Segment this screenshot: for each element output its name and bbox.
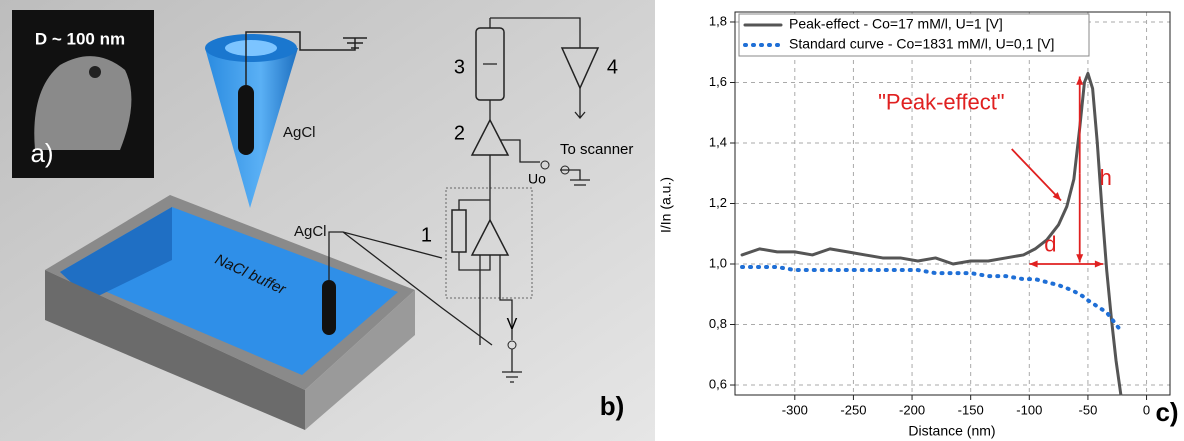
arrow-head: [1076, 76, 1084, 85]
ground: [502, 349, 522, 383]
inset-label: D ~ 100 nm: [35, 29, 125, 48]
label: V: [507, 316, 518, 333]
panel-label: c): [1155, 397, 1178, 427]
amp-4: [560, 47, 600, 90]
annotation: d: [1044, 232, 1056, 257]
terminal: [540, 160, 550, 170]
wire: [328, 231, 493, 346]
x-tick-label: -200: [899, 402, 925, 417]
y-axis-label: I/In (a.u.): [658, 177, 674, 233]
amp-2: [470, 118, 510, 156]
y-tick-label: 1,4: [709, 134, 727, 149]
tip-image: [34, 56, 132, 150]
label: 2: [454, 122, 465, 144]
label: 1: [421, 224, 432, 246]
wire: [489, 100, 590, 186]
bath-side: [305, 290, 415, 430]
pipette-bore: [225, 40, 277, 56]
x-tick-label: -300: [782, 402, 808, 417]
plot-frame: [734, 11, 1171, 396]
label: AgCl: [283, 124, 316, 141]
x-tick-label: -150: [958, 402, 984, 417]
legend-label: Standard curve - Co=1831 mM/l, U=0,1 [V]: [789, 36, 1054, 52]
arrow-head: [1094, 260, 1104, 268]
panel-label: b): [600, 391, 625, 421]
y-tick-label: 0,8: [709, 316, 727, 331]
annotation: h: [1100, 165, 1112, 190]
series-line: [740, 265, 1123, 333]
label: Uo: [528, 171, 546, 187]
label: 3: [454, 56, 465, 78]
panel-label: a): [30, 138, 53, 168]
bath-wall: [60, 207, 172, 300]
bath-front: [45, 270, 305, 430]
label: 4: [607, 56, 618, 78]
x-tick-label: 0: [1143, 402, 1150, 417]
y-tick-label: 1,6: [709, 74, 727, 89]
arrow: [574, 88, 586, 120]
arrow-head: [1052, 192, 1061, 201]
series-line: [740, 71, 1123, 396]
annotation: "Peak-effect": [878, 89, 1005, 114]
label: AgCl: [294, 223, 327, 240]
amp-box: [445, 187, 533, 299]
arrow-head: [1029, 260, 1038, 268]
chart: I/In (a.u.) Distance (nm) c) 0,6 0,8 1,0 1,…: [658, 11, 1179, 439]
x-tick-label: -100: [1016, 402, 1042, 417]
x-tick-label: -50: [1079, 402, 1098, 417]
annotation-arrow: [1011, 148, 1062, 202]
arrow-head: [1076, 254, 1084, 263]
label: To scanner: [560, 141, 633, 158]
schematic: D ~ 100 nm a) AgCl NaCl buffer AgCl 3 4 …: [0, 0, 655, 441]
y-tick-label: 1,8: [709, 13, 727, 28]
legend-box: [738, 13, 1090, 57]
legend-label: Peak-effect - Co=17 mM/l, U=1 [V]: [789, 16, 1003, 32]
electrode: [238, 85, 254, 155]
y-tick-label: 1,2: [709, 195, 727, 210]
x-axis-label: Distance (nm): [908, 423, 995, 439]
wire: [458, 155, 513, 345]
electrode: [322, 280, 336, 335]
x-tick-label: -250: [840, 402, 866, 417]
tip-pore: [89, 66, 101, 78]
y-tick-label: 0,6: [709, 376, 727, 391]
wire: [483, 17, 581, 65]
ground: [343, 37, 367, 49]
terminal: [560, 165, 570, 175]
y-tick-label: 1,0: [709, 255, 727, 270]
